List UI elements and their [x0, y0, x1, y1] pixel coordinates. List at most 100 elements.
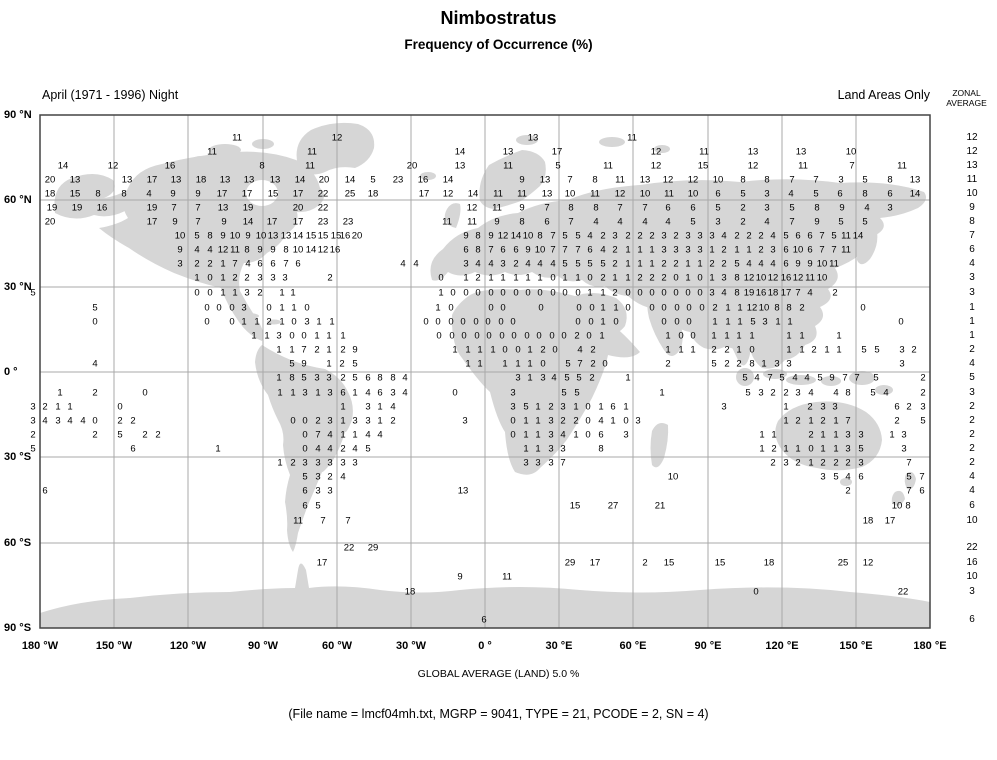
cell-value: 2: [746, 230, 752, 242]
page-title: Nimbostratus: [440, 8, 557, 28]
cell-value: 17: [146, 174, 158, 186]
cell-value: 6: [513, 244, 519, 256]
cell-value: 8: [244, 244, 250, 256]
cell-value: 3: [770, 244, 776, 256]
cell-value: 0: [860, 302, 866, 314]
cell-value: 9: [221, 216, 227, 228]
cell-value: 1: [477, 344, 483, 356]
zonal-average-value: 2: [969, 344, 975, 355]
latitude-tick-label: 30 °N: [4, 281, 32, 293]
cell-value: 11: [897, 160, 907, 172]
cell-value: 1: [889, 429, 895, 441]
cell-value: 2: [808, 429, 814, 441]
cell-value: 2: [600, 230, 606, 242]
cell-value: 7: [171, 202, 177, 214]
cell-value: 10: [891, 500, 903, 512]
cell-value: 3: [390, 387, 396, 399]
cell-value: 6: [481, 614, 487, 626]
cell-value: 6: [715, 188, 721, 200]
cell-value: 0: [686, 316, 692, 328]
cell-value: 0: [450, 287, 456, 299]
cell-value: 4: [746, 258, 752, 270]
cell-value: 5: [920, 415, 926, 427]
cell-value: 1: [329, 316, 335, 328]
cell-value: 12: [217, 244, 229, 256]
cell-value: 13: [267, 230, 279, 242]
cell-value: 2: [665, 358, 671, 370]
cell-value: 3: [540, 372, 546, 384]
period-label: April (1971 - 1996) Night: [42, 88, 179, 102]
cell-value: 3: [901, 443, 907, 455]
cell-value: 0: [699, 302, 705, 314]
cell-value: 12: [650, 160, 662, 172]
cell-value: 1: [220, 258, 226, 270]
cell-value: 5: [600, 258, 606, 270]
zonal-average-value: 4: [969, 485, 975, 496]
cell-value: 3: [276, 330, 282, 342]
cell-value: 22: [317, 202, 329, 214]
cell-value: 2: [340, 372, 346, 384]
cell-value: 3: [463, 258, 469, 270]
cell-value: 4: [587, 230, 593, 242]
cell-value: 11: [664, 188, 674, 200]
cell-value: 14: [57, 160, 69, 172]
cell-value: 17: [241, 188, 253, 200]
cell-value: 3: [795, 387, 801, 399]
cell-value: 3: [327, 485, 333, 497]
cell-value: 0: [637, 287, 643, 299]
cell-value: 9: [814, 216, 820, 228]
cell-value: 13: [269, 174, 281, 186]
cell-value: 1: [279, 287, 285, 299]
zonal-average-value: 1: [969, 316, 975, 327]
zonal-average-value: 12: [966, 146, 978, 157]
cell-value: 5: [289, 358, 295, 370]
cell-value: 8: [814, 202, 820, 214]
cell-value: 1: [600, 302, 606, 314]
cell-value: 3: [838, 174, 844, 186]
cell-value: 10: [845, 146, 857, 158]
cell-value: 7: [813, 174, 819, 186]
cell-value: 2: [340, 344, 346, 356]
cell-value: 0: [436, 330, 442, 342]
cell-value: 3: [352, 457, 358, 469]
cell-value: 0: [585, 415, 591, 427]
cell-value: 12: [650, 146, 662, 158]
cell-value: 3: [560, 443, 566, 455]
cell-value: 13: [454, 160, 466, 172]
area-label: Land Areas Only: [837, 88, 930, 102]
cell-value: 4: [352, 443, 358, 455]
cell-value: 0: [674, 316, 680, 328]
cell-value: 0: [513, 287, 519, 299]
cell-value: 0: [423, 316, 429, 328]
cell-value: 1: [783, 401, 789, 413]
cell-value: 5: [587, 258, 593, 270]
cell-value: 3: [177, 258, 183, 270]
cell-value: 2: [770, 387, 776, 399]
cell-value: 3: [721, 401, 727, 413]
cell-value: 3: [548, 415, 554, 427]
cell-value: 3: [352, 415, 358, 427]
cell-value: 7: [819, 230, 825, 242]
cell-value: 3: [661, 244, 667, 256]
cell-value: 1: [783, 415, 789, 427]
cell-value: 0: [697, 272, 703, 284]
cell-value: 5: [30, 287, 36, 299]
cell-value: 1: [290, 387, 296, 399]
cell-value: 4: [721, 230, 727, 242]
cell-value: 8: [862, 188, 868, 200]
cell-value: 3: [314, 372, 320, 384]
cell-value: 5: [302, 471, 308, 483]
cell-value: 2: [625, 230, 631, 242]
cell-value: 1: [523, 415, 529, 427]
cell-value: 7: [195, 202, 201, 214]
cell-value: 12: [662, 174, 674, 186]
cell-value: 5: [575, 230, 581, 242]
cell-value: 8: [764, 174, 770, 186]
cell-value: 2: [573, 415, 579, 427]
cell-value: 6: [795, 230, 801, 242]
cell-value: 0: [488, 302, 494, 314]
grid-lines: [39, 114, 931, 629]
cell-value: 0: [625, 287, 631, 299]
cell-value: 6: [894, 401, 900, 413]
cell-value: 9: [795, 258, 801, 270]
